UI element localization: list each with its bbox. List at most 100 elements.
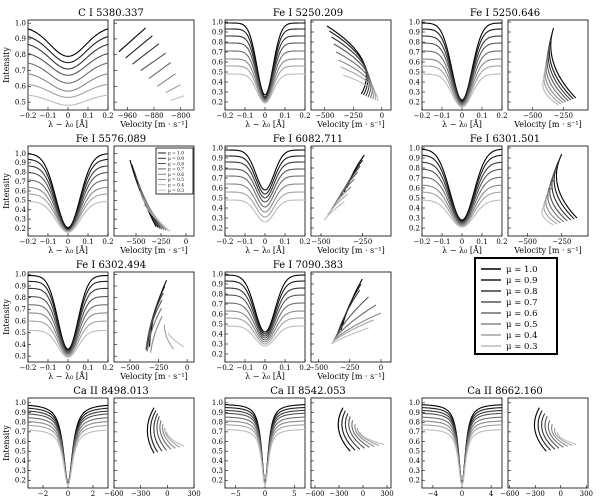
y-tick-label: 0.9 — [15, 282, 26, 290]
bisector-x-tick-label: −250 — [151, 238, 170, 246]
y-tick-label: 0.9 — [212, 280, 223, 288]
y-tick-label: 0.4 — [212, 204, 224, 212]
bisector-line-mu-4 — [163, 324, 174, 350]
y-tick-label: 0.4 — [409, 457, 421, 465]
x-tick-label: −0.2 — [20, 238, 37, 246]
x-tick-label: 0.2 — [102, 112, 113, 120]
profile-line-mu-4 — [225, 424, 305, 488]
profile-line-mu-7 — [422, 42, 502, 104]
y-tick-label: 0.9 — [15, 35, 26, 43]
bisector-line-mu-8 — [340, 165, 361, 197]
y-tick-label: 0.9 — [15, 409, 26, 417]
x-tick-label: 0.2 — [299, 238, 310, 246]
bisector-axes-frame — [507, 397, 589, 489]
bisector-line-mu-8 — [551, 164, 572, 221]
bisector-line-mu-6 — [351, 420, 370, 448]
bisector-line-mu-9 — [341, 410, 356, 451]
bisector-line-mu-4 — [327, 193, 349, 216]
y-tick-label: 0.8 — [409, 418, 420, 426]
y-tick-label: 0.7 — [409, 174, 420, 182]
x-tick-label: −4 — [428, 490, 439, 498]
bisector-x-tick-label: −500 — [120, 364, 139, 372]
bisector-line-mu-5 — [333, 312, 382, 341]
x-tick-label: 0.2 — [102, 238, 113, 246]
bisector-line-mu-3 — [342, 74, 379, 102]
bisector-x-axis-label: Velocity [m · s⁻¹] — [316, 372, 384, 381]
inset-legend-label: μ = 0.8 — [168, 162, 184, 167]
y-tick-label: 0.4 — [15, 457, 27, 465]
x-tick-label: −0.2 — [217, 112, 234, 120]
inset-legend-label: μ = 0.3 — [168, 189, 184, 194]
bisector-x-tick-label: −250 — [353, 238, 372, 246]
x-tick-label: 0 — [263, 364, 267, 372]
bisector-line-mu-8 — [344, 413, 361, 450]
y-axis-label: Intensity — [2, 47, 11, 83]
profile-line-mu-8 — [422, 35, 502, 103]
inset-legend-label: μ = 0.7 — [168, 168, 184, 173]
profile-line-mu-7 — [28, 413, 108, 486]
x-tick-label: 0 — [460, 112, 464, 120]
bisector-x-tick-label: 0 — [361, 490, 365, 498]
x-tick-label: 4 — [489, 490, 494, 498]
bisector-x-tick-label: −880 — [144, 112, 163, 120]
bisector-x-tick-label: 0 — [559, 490, 563, 498]
bisector-line-mu-3 — [323, 201, 345, 221]
panel-1: Fe I 5250.209 −0.2 −0.1 0 0.1 0.2 0.2 0.3 0.4 0.5… — [212, 8, 392, 129]
panel-3: Fe I 5576.089 −0.2 −0.1 0 0.1 0.2 0.2 0.30.40.5… — [2, 134, 195, 255]
y-tick-label: 0.3 — [15, 352, 26, 360]
bisector-x-tick-label: −500 — [518, 238, 537, 246]
y-tick-label: 0.3 — [15, 215, 26, 223]
y-tick-label: 0.4 — [15, 206, 27, 214]
profile-line-mu-9 — [422, 28, 502, 102]
bisector-line-mu-7 — [145, 299, 163, 351]
bisector-x-axis-label: Velocity [m · s⁻¹] — [119, 120, 187, 129]
x-tick-label: −0.2 — [217, 364, 234, 372]
profile-line-mu-9 — [225, 28, 305, 98]
x-tick-label: −0.1 — [237, 112, 254, 120]
y-axis-label: Intensity — [2, 425, 11, 461]
profile-line-mu-9 — [225, 406, 305, 484]
y-tick-label: 0.6 — [212, 58, 224, 66]
legend-label: μ = 0.6 — [506, 309, 538, 319]
x-tick-label: −2 — [38, 490, 48, 498]
panel-5: Fe I 6301.501 −0.2 −0.1 0 0.1 0.2 0.2 0.3 0.4 0.5… — [409, 134, 589, 255]
x-tick-label: 0 — [263, 112, 267, 120]
profile-line-mu-6 — [225, 50, 305, 101]
y-tick-label: 0.7 — [15, 306, 26, 314]
bisector-line-mu-7 — [348, 416, 365, 449]
bisector-line-mu-3 — [541, 202, 554, 226]
y-tick-label: 0.3 — [212, 214, 223, 222]
x-tick-label: 0.2 — [496, 238, 507, 246]
y-tick-label: 0.8 — [212, 38, 223, 46]
x-tick-label: 0.1 — [82, 238, 93, 246]
profile-line-mu-8 — [225, 161, 305, 199]
bisector-line-mu-7 — [333, 43, 372, 98]
y-tick-label: 1.0 — [15, 271, 26, 279]
y-tick-label: 0.6 — [409, 438, 421, 446]
x-tick-label: 0 — [263, 238, 267, 246]
profile-line-mu-10 — [225, 22, 305, 96]
legend-label: μ = 0.4 — [506, 331, 538, 341]
profile-line-mu-7 — [225, 168, 305, 203]
y-tick-label: 0.5 — [212, 448, 223, 456]
profile-line-mu-3 — [28, 329, 108, 358]
bisector-x-tick-label: −600 — [305, 490, 324, 498]
bisector-x-tick-label: 300 — [580, 490, 593, 498]
bisector-line-mu-6 — [148, 62, 171, 79]
y-tick-label: 1.0 — [212, 18, 223, 26]
y-tick-label: 0.8 — [15, 51, 26, 59]
bisector-line-mu-5 — [545, 187, 561, 224]
panel-7: Fe I 7090.383 −0.2 −0.1 0 0.1 0.2 0.2 0.3 0.4 0.5… — [212, 260, 392, 381]
y-tick-label: 0.7 — [212, 48, 223, 56]
y-tick-label: 0.8 — [212, 290, 223, 298]
bisector-axes-frame — [310, 19, 392, 111]
y-tick-label: 0.5 — [212, 68, 223, 76]
legend-label: μ = 0.9 — [506, 276, 538, 286]
profile-line-mu-4 — [422, 65, 502, 107]
y-tick-label: 0.8 — [409, 164, 420, 172]
x-axis-label: λ − λ₀ [Å] — [245, 372, 285, 381]
y-tick-label: 0.8 — [15, 169, 26, 177]
profile-line-mu-7 — [225, 42, 305, 100]
bisector-x-axis-label: Velocity [m · s⁻¹] — [316, 246, 384, 255]
profile-line-mu-3 — [28, 429, 108, 487]
